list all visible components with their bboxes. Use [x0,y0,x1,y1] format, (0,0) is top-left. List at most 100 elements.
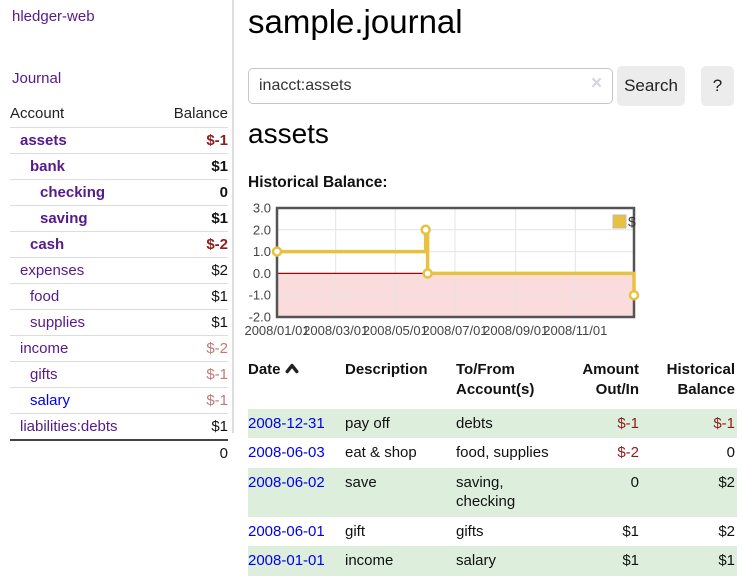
transaction-accounts: debts [456,414,493,432]
register-row: 2008-06-03 eat & shop food, supplies $-2 0 [248,438,737,468]
account-row: supplies $1 [10,309,228,336]
x-axis-tick-label: 2008/07/01 [422,323,487,338]
main-content: sample.journal × Search ? assets Histori… [244,0,742,582]
transaction-date-link[interactable]: 2008-12-31 [248,414,325,432]
accounts-header-row: Account Balance [10,102,228,128]
plot-border [275,206,636,319]
x-axis-tick-label: 2008/01/01 [244,323,309,338]
transaction-date-link[interactable]: 2008-06-03 [248,444,325,461]
account-link[interactable]: cash [30,236,65,253]
account-link[interactable]: expenses [20,262,85,279]
legend-swatch [612,214,627,229]
transaction-balance: 0 [726,444,735,461]
transaction-description: save [345,473,377,491]
account-link[interactable]: supplies [30,314,86,331]
account-link[interactable]: liabilities:debts [20,418,118,435]
register-header-date[interactable]: Date [248,356,345,409]
account-link[interactable]: checking [40,184,106,201]
account-balance: $-1 [154,387,228,414]
legend-label: $ [628,214,636,230]
transaction-date-link[interactable]: 2008-06-02 [248,473,325,491]
account-balance: $-2 [154,231,228,258]
page-title: sample.journal [248,3,463,40]
x-axis-tick-label: 2008/03/01 [303,323,368,338]
account-link[interactable]: income [20,340,69,357]
transaction-date-link[interactable]: 2008-01-01 [248,552,325,569]
transaction-description: income [345,552,394,569]
account-link[interactable]: saving [40,210,88,227]
y-axis-tick-label: 2.0 [253,222,271,237]
register-row: 2008-06-01 gift gifts $1 $2 [248,517,737,547]
help-button[interactable]: ? [701,66,734,106]
data-point-marker [420,224,431,236]
register-header-accounts: To/From Account(s) [456,356,568,409]
y-axis-tick-label: 3.0 [253,201,271,216]
account-row: checking 0 [10,179,228,206]
app-brand-link[interactable]: hledger-web [12,8,95,25]
transaction-amount: $1 [622,552,639,569]
search-input[interactable] [248,68,613,104]
accounts-table: Account Balance assets $-1 bank $1 checking 0… [10,102,228,466]
chart-svg: 3.0 2.0 1.0 0.0 -1.0 -2.02008/01/012008/03/01… [244,201,640,338]
account-balance: $1 [154,413,228,441]
transaction-description: pay off [345,414,390,432]
register-row: 2008-01-01 income salary $1 $1 [248,546,737,576]
register-header-accounts-line2: Account(s) [456,381,535,399]
accounts-total-row: 0 [10,439,228,466]
transaction-description: gift [345,522,366,540]
data-point-marker [628,289,640,301]
transaction-amount: 0 [630,473,639,491]
account-row: cash $-2 [10,231,228,258]
y-axis-tick-label: 1.0 [253,244,271,259]
sidebar-divider [232,0,234,433]
account-balance: 0 [154,179,228,206]
transaction-amount: $-2 [617,444,639,461]
account-link[interactable]: food [30,288,60,305]
data-point-marker [422,268,433,279]
transaction-balance: $-1 [713,414,735,432]
register-header-balance-line1: Historical [666,361,735,378]
register-header-description: Description [345,361,428,378]
data-point-marker [271,246,283,257]
register-header-date-label: Date [248,361,281,378]
transaction-balance: $2 [718,473,735,491]
account-row: saving $1 [10,205,228,232]
clear-search-icon[interactable]: × [591,73,603,94]
account-link[interactable]: assets [20,132,67,149]
account-row: gifts $-1 [10,361,228,388]
transaction-description: eat & shop [345,444,417,461]
transaction-accounts: salary [456,552,497,569]
sort-ascending-icon [285,360,299,380]
account-link[interactable]: salary [30,392,71,409]
account-row: bank $1 [10,153,228,180]
y-axis-tick-label: 0.0 [253,266,271,281]
account-balance: $1 [154,309,228,336]
register-header-balance: Historical Balance [645,356,737,409]
account-balance: $1 [154,153,228,180]
search-button[interactable]: Search [617,66,685,106]
transaction-amount: $-1 [617,414,639,432]
account-balance: $1 [154,283,228,310]
accounts-header-balance: Balance [154,102,228,128]
register-table: Date Description To/From Account(s) Amou… [248,356,737,576]
transaction-balance: $1 [718,552,735,569]
transaction-accounts: gifts [456,522,484,540]
register-header-amount: Amount Out/In [568,356,645,409]
sidebar-item-journal[interactable]: Journal [12,70,62,87]
historical-balance-chart: 3.0 2.0 1.0 0.0 -1.0 -2.0 2008/01/01 2008/03/01… [244,201,728,342]
register-header-amount-line1: Amount [582,361,639,378]
x-axis-tick-label: 2008/05/01 [363,323,428,338]
register-row: 2008-06-02 save saving, checking 0 $2 [248,467,737,517]
chart-title: Historical Balance: [248,174,388,191]
register-header-accounts-line1: To/From [456,361,515,378]
account-row: income $-2 [10,335,228,362]
transaction-date-link[interactable]: 2008-06-01 [248,522,325,540]
account-balance: $-1 [154,361,228,388]
register-header-balance-line2: Balance [677,381,735,399]
register-row: 2008-12-31 pay off debts $-1 $-1 [248,408,737,438]
account-link[interactable]: gifts [30,366,58,383]
x-axis-tick-label: 2008/11/01 [543,323,607,338]
account-link[interactable]: bank [30,158,66,175]
y-axis-tick-label: -1.0 [249,288,271,303]
transaction-balance: $2 [718,522,735,540]
